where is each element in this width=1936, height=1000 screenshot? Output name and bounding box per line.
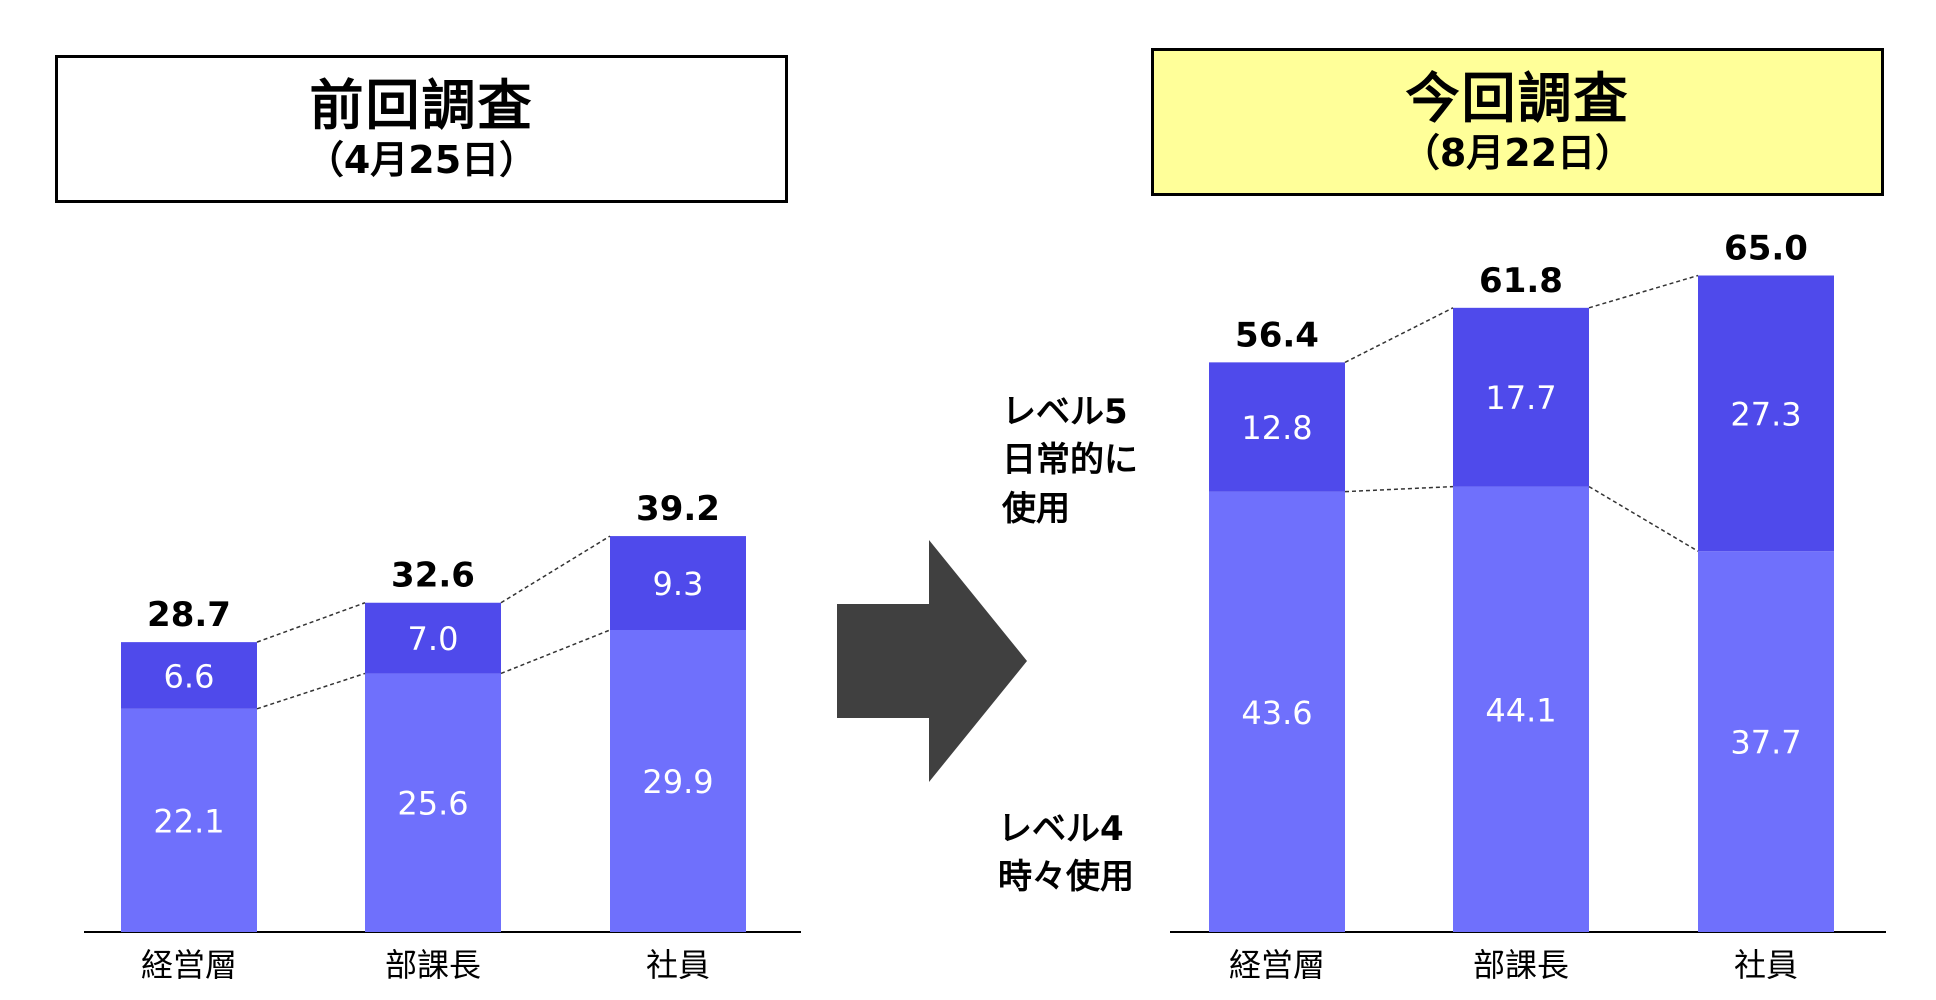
previous-bar-level4-2 (610, 630, 746, 932)
previous-value-label: 25.6 (397, 785, 468, 823)
current-total-label: 56.4 (1235, 315, 1319, 355)
previous-bar-level5-2 (610, 536, 746, 631)
current-survey-date: （8月22日） (1401, 130, 1634, 175)
current-bar-level5-2 (1698, 275, 1834, 552)
current-connector-line (1344, 307, 1454, 364)
level5-label-line: 使用 (1002, 488, 1070, 529)
current-value-label: 12.8 (1241, 409, 1312, 447)
right-arrow-icon (837, 540, 1027, 782)
current-connector-line (1588, 485, 1699, 552)
current-value-label: 44.1 (1485, 691, 1556, 729)
previous-survey-title-box: 前回調査 （4月25日） (55, 55, 788, 203)
level4-label: レベル4 時々使用 (998, 805, 1134, 902)
level5-label-line: 日常的に (1002, 440, 1138, 481)
previous-category-label: 部課長 (385, 946, 481, 984)
current-total-label: 65.0 (1724, 229, 1808, 269)
previous-survey-title: 前回調査 (309, 74, 534, 138)
current-category-label: 社員 (1734, 946, 1798, 984)
current-value-label: 43.6 (1241, 694, 1312, 732)
current-category-label: 経営層 (1229, 946, 1325, 984)
current-bar-level4-0 (1209, 491, 1345, 932)
previous-value-label: 22.1 (153, 802, 224, 840)
previous-category-label: 社員 (646, 946, 710, 984)
previous-connector-line (256, 602, 366, 643)
level4-label-line: 時々使用 (998, 857, 1134, 898)
previous-bar-level5-0 (121, 642, 257, 709)
current-total-label: 61.8 (1479, 261, 1563, 301)
previous-connector-line (256, 672, 366, 710)
previous-value-label: 7.0 (408, 620, 459, 658)
current-value-label: 27.3 (1730, 395, 1801, 433)
previous-bar-level4-0 (121, 708, 257, 932)
current-bar-level4-1 (1453, 486, 1589, 932)
current-value-label: 37.7 (1730, 724, 1801, 762)
current-category-label: 部課長 (1473, 946, 1569, 984)
previous-connector-line (500, 629, 611, 675)
previous-bar-level5-1 (365, 602, 501, 674)
previous-total-label: 28.7 (147, 595, 231, 635)
current-value-label: 17.7 (1485, 379, 1556, 417)
previous-total-label: 32.6 (391, 556, 475, 596)
previous-survey-date: （4月25日） (305, 137, 538, 182)
current-connector-line (1344, 485, 1454, 493)
current-bar-level5-1 (1453, 307, 1589, 487)
previous-value-label: 9.3 (653, 565, 704, 603)
level4-label-line: レベル4 (998, 809, 1124, 849)
previous-category-label: 経営層 (141, 946, 237, 984)
level5-label: レベル5 日常的に 使用 (1002, 388, 1138, 533)
previous-value-label: 29.9 (642, 763, 713, 801)
current-survey-title: 今回調査 (1405, 67, 1630, 131)
previous-bar-level4-1 (365, 673, 501, 932)
current-bar-level5-0 (1209, 362, 1345, 492)
previous-value-label: 6.6 (164, 657, 215, 695)
level5-label-line: レベル5 (1002, 392, 1128, 432)
previous-total-label: 39.2 (636, 489, 720, 529)
previous-connector-line (500, 535, 611, 604)
current-connector-line (1588, 274, 1699, 309)
current-survey-title-box: 今回調査 （8月22日） (1151, 48, 1884, 196)
current-bar-level4-2 (1698, 551, 1834, 932)
